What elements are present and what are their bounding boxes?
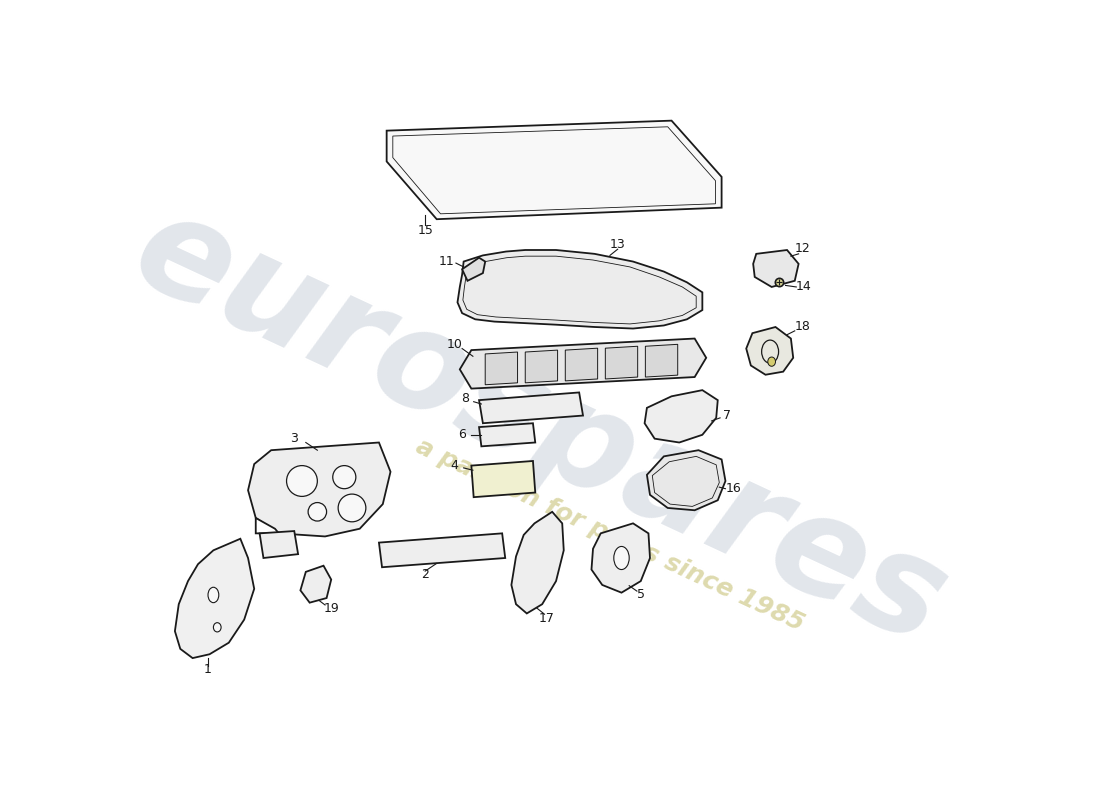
Polygon shape bbox=[460, 338, 706, 389]
Text: 5: 5 bbox=[637, 589, 645, 602]
Polygon shape bbox=[472, 461, 536, 497]
Text: 1: 1 bbox=[205, 663, 212, 676]
Text: 7: 7 bbox=[723, 409, 732, 422]
Text: 17: 17 bbox=[539, 611, 554, 625]
Text: 8: 8 bbox=[461, 392, 470, 405]
Ellipse shape bbox=[208, 587, 219, 602]
Polygon shape bbox=[592, 523, 650, 593]
Circle shape bbox=[338, 494, 366, 522]
Ellipse shape bbox=[768, 357, 776, 366]
Text: 2: 2 bbox=[421, 569, 429, 582]
Circle shape bbox=[287, 466, 318, 496]
Text: 19: 19 bbox=[323, 602, 339, 614]
Polygon shape bbox=[646, 344, 678, 377]
Polygon shape bbox=[458, 250, 703, 329]
Polygon shape bbox=[485, 352, 517, 385]
Ellipse shape bbox=[213, 622, 221, 632]
Polygon shape bbox=[249, 442, 390, 537]
Text: eurospares: eurospares bbox=[114, 180, 967, 674]
Text: 6: 6 bbox=[459, 428, 466, 442]
Text: 16: 16 bbox=[725, 482, 741, 495]
Text: 11: 11 bbox=[439, 255, 454, 268]
Polygon shape bbox=[526, 350, 558, 383]
Polygon shape bbox=[605, 346, 638, 379]
Polygon shape bbox=[462, 258, 485, 281]
Polygon shape bbox=[175, 538, 254, 658]
Ellipse shape bbox=[614, 546, 629, 570]
Polygon shape bbox=[480, 423, 536, 446]
Text: 4: 4 bbox=[451, 459, 459, 472]
Polygon shape bbox=[645, 390, 717, 442]
Circle shape bbox=[308, 502, 327, 521]
Text: 14: 14 bbox=[796, 281, 812, 294]
Polygon shape bbox=[565, 348, 597, 381]
Polygon shape bbox=[754, 250, 799, 287]
Polygon shape bbox=[260, 531, 298, 558]
Polygon shape bbox=[512, 512, 563, 614]
Text: 10: 10 bbox=[447, 338, 462, 351]
Polygon shape bbox=[387, 121, 722, 219]
Text: 18: 18 bbox=[794, 321, 811, 334]
Text: 3: 3 bbox=[290, 432, 298, 445]
Polygon shape bbox=[300, 566, 331, 602]
Text: 15: 15 bbox=[417, 224, 433, 238]
Text: 13: 13 bbox=[609, 238, 626, 251]
Polygon shape bbox=[378, 534, 505, 567]
Polygon shape bbox=[647, 450, 726, 510]
Polygon shape bbox=[255, 518, 279, 534]
Text: a passion for parts since 1985: a passion for parts since 1985 bbox=[412, 434, 807, 636]
Polygon shape bbox=[480, 393, 583, 423]
Text: 12: 12 bbox=[794, 242, 811, 255]
Circle shape bbox=[332, 466, 356, 489]
Polygon shape bbox=[746, 327, 793, 374]
